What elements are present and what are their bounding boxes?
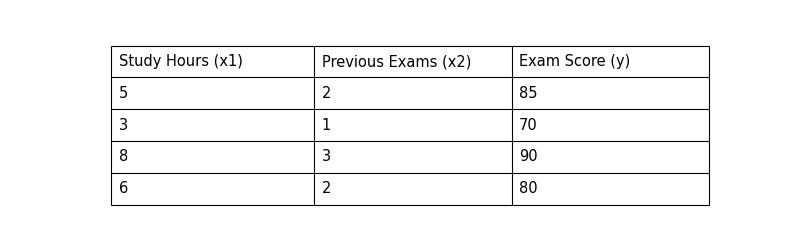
Text: 2: 2	[322, 181, 331, 196]
Text: Study Hours (x1): Study Hours (x1)	[118, 54, 242, 69]
Text: 85: 85	[519, 86, 538, 101]
Text: Exam Score (y): Exam Score (y)	[519, 54, 630, 69]
Text: 6: 6	[118, 181, 128, 196]
Text: 3: 3	[322, 150, 331, 165]
Text: 1: 1	[322, 118, 331, 133]
Text: 5: 5	[118, 86, 128, 101]
Text: 8: 8	[118, 150, 128, 165]
Text: Previous Exams (x2): Previous Exams (x2)	[322, 54, 471, 69]
Text: 90: 90	[519, 150, 538, 165]
Text: 80: 80	[519, 181, 538, 196]
Text: 2: 2	[322, 86, 331, 101]
Text: 3: 3	[118, 118, 128, 133]
Text: 70: 70	[519, 118, 538, 133]
